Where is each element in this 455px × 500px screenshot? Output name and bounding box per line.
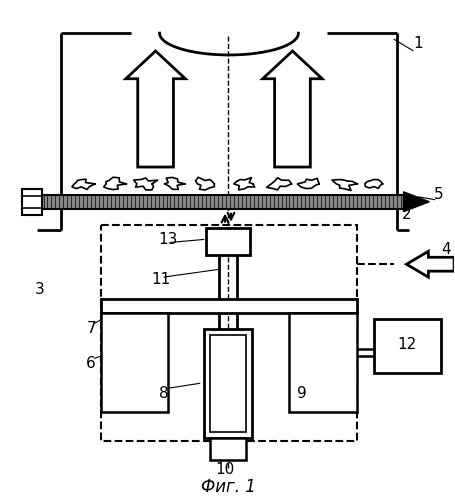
Polygon shape [126,51,185,167]
Text: 5: 5 [433,188,442,202]
Bar [206,228,249,256]
Bar [22,189,41,214]
Polygon shape [164,178,184,190]
Bar [289,313,356,412]
Polygon shape [403,192,429,212]
Polygon shape [297,178,318,188]
Text: 3: 3 [35,282,44,296]
Bar [210,438,245,460]
Polygon shape [406,252,453,277]
Bar [41,195,403,208]
Bar [101,313,168,412]
Polygon shape [72,179,95,190]
Bar [210,334,245,432]
Bar [101,224,356,441]
Text: 1: 1 [413,36,422,51]
Polygon shape [262,51,322,167]
Text: 7: 7 [86,321,96,336]
Text: 4: 4 [440,242,450,257]
Bar [204,328,251,438]
Text: Фиг. 1: Фиг. 1 [200,478,255,496]
Polygon shape [331,180,357,190]
Text: 9: 9 [296,386,306,400]
Polygon shape [103,178,126,190]
Text: 10: 10 [215,462,234,477]
Text: 11: 11 [151,272,170,286]
Polygon shape [233,178,254,190]
Polygon shape [133,178,157,190]
Text: 13: 13 [158,232,178,247]
Text: 8: 8 [158,386,168,400]
Bar [101,299,356,313]
Text: 12: 12 [396,337,415,352]
Polygon shape [266,178,291,190]
Bar [373,319,440,374]
Polygon shape [364,180,382,188]
Text: 6: 6 [86,356,96,371]
Polygon shape [195,178,214,190]
Text: 2: 2 [401,207,410,222]
